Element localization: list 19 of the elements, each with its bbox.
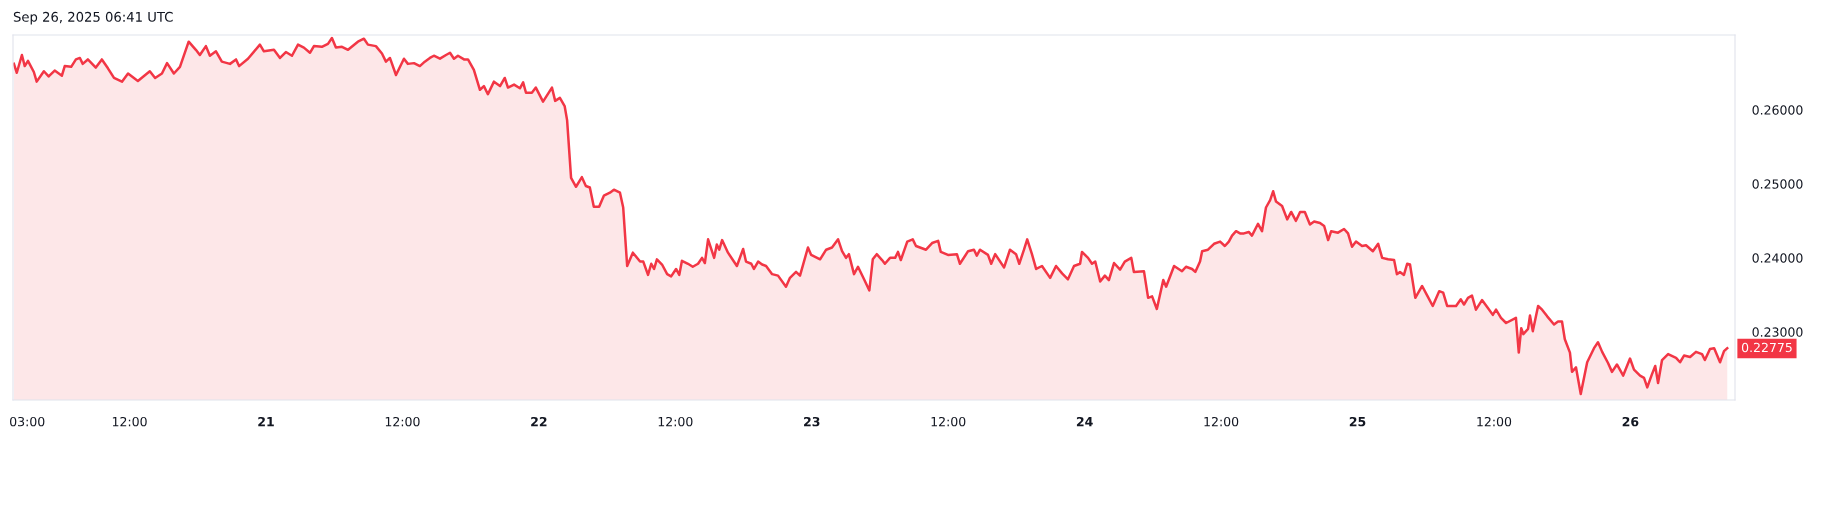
x-tick-label: 25 bbox=[1349, 416, 1366, 427]
x-tick-label: 12:00 bbox=[112, 416, 147, 427]
y-tick-label: 0.25000 bbox=[1752, 179, 1803, 189]
x-tick-label: 23 bbox=[804, 416, 820, 427]
chart-title: Sep 26, 2025 06:41 UTC bbox=[13, 11, 173, 25]
x-tick-label: 21 bbox=[258, 416, 274, 427]
y-tick-label: 0.24000 bbox=[1752, 253, 1803, 263]
x-tick-label: 24 bbox=[1076, 416, 1093, 427]
x-tick-label: 22 bbox=[531, 416, 547, 427]
y-tick-label: 0.23000 bbox=[1752, 327, 1803, 337]
y-tick-label: 0.26000 bbox=[1752, 105, 1803, 115]
x-tick-label: 03:00 bbox=[10, 416, 45, 427]
x-tick-label: 12:00 bbox=[385, 416, 420, 427]
x-tick-label: 12:00 bbox=[1477, 416, 1512, 427]
x-tick-label: 26 bbox=[1622, 416, 1639, 427]
x-tick-label: 12:00 bbox=[931, 416, 966, 427]
x-tick-label: 12:00 bbox=[1204, 416, 1239, 427]
annotation: 0.22775 bbox=[1741, 342, 1792, 353]
x-tick-label: 12:00 bbox=[658, 416, 693, 427]
